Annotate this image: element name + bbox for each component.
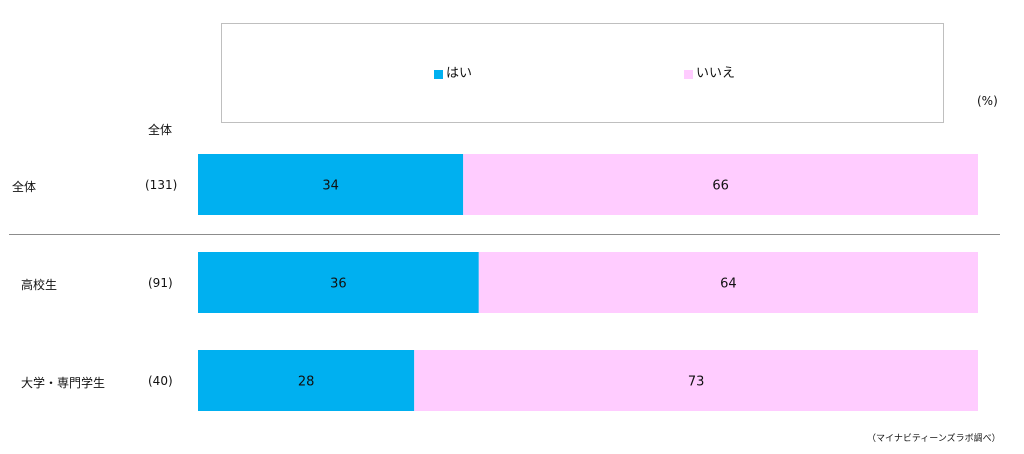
data-label-all-no: 66	[712, 179, 729, 194]
row-n-university: (40)	[148, 374, 173, 388]
legend-box	[221, 23, 944, 123]
bar-university-no	[414, 350, 978, 411]
legend-label-yes: はい	[446, 66, 473, 81]
column-header: 全体	[148, 123, 173, 137]
row-label-all: 全体	[12, 180, 37, 194]
legend-swatch-yes	[434, 69, 443, 79]
row-label-highschool: 高校生	[21, 278, 58, 292]
source-note: （マイナビティーンズラボ調べ）	[867, 434, 1001, 444]
data-label-highschool-yes: 36	[330, 277, 347, 292]
bar-all-no	[463, 154, 978, 215]
legend-item-yes: はい	[434, 66, 472, 82]
bar-highschool-yes	[198, 252, 479, 313]
divider	[9, 234, 1000, 235]
legend-item-no: いいえ	[684, 66, 735, 82]
row-n-highschool: (91)	[148, 276, 173, 290]
data-label-all-yes: 34	[322, 179, 339, 194]
legend-label-no: いいえ	[696, 66, 736, 81]
row-n-all: (131)	[145, 178, 178, 192]
bar-all-yes	[198, 154, 464, 215]
legend-swatch-no	[684, 69, 693, 79]
data-label-university-yes: 28	[298, 375, 315, 390]
unit-label: (%)	[977, 94, 998, 108]
bar-university-yes	[198, 350, 415, 411]
data-label-highschool-no: 64	[720, 277, 737, 292]
row-label-university: 大学・専門学生	[21, 376, 106, 390]
bar-highschool-no	[478, 252, 978, 313]
data-label-university-no: 73	[688, 375, 705, 390]
